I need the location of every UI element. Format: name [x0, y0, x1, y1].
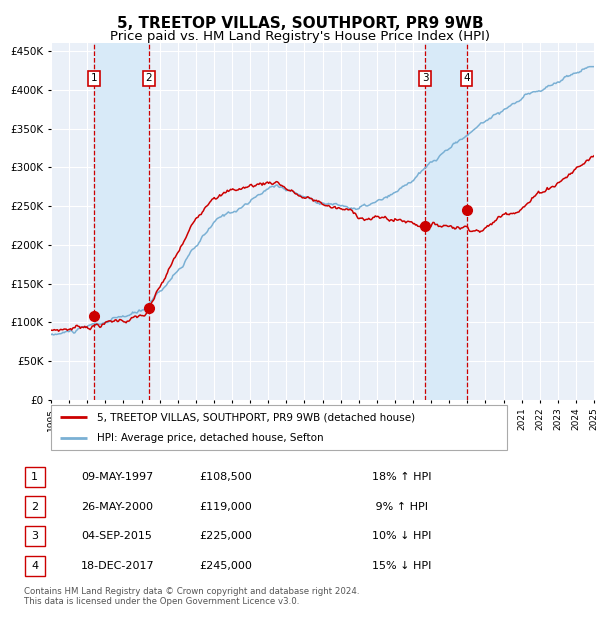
- Text: £119,000: £119,000: [199, 502, 252, 512]
- Text: £108,500: £108,500: [199, 472, 252, 482]
- Text: 3: 3: [422, 73, 428, 83]
- Text: 18-DEC-2017: 18-DEC-2017: [81, 561, 155, 571]
- FancyBboxPatch shape: [25, 497, 44, 516]
- Text: 09-MAY-1997: 09-MAY-1997: [81, 472, 153, 482]
- Text: 5, TREETOP VILLAS, SOUTHPORT, PR9 9WB (detached house): 5, TREETOP VILLAS, SOUTHPORT, PR9 9WB (d…: [97, 412, 415, 422]
- Text: £225,000: £225,000: [199, 531, 252, 541]
- Text: 3: 3: [31, 531, 38, 541]
- Text: 4: 4: [463, 73, 470, 83]
- Bar: [425, 43, 467, 400]
- Text: 04-SEP-2015: 04-SEP-2015: [81, 531, 152, 541]
- FancyBboxPatch shape: [25, 526, 44, 546]
- Text: 18% ↑ HPI: 18% ↑ HPI: [372, 472, 431, 482]
- Text: 15% ↓ HPI: 15% ↓ HPI: [372, 561, 431, 571]
- Text: 2: 2: [145, 73, 152, 83]
- Text: £245,000: £245,000: [199, 561, 252, 571]
- Text: 26-MAY-2000: 26-MAY-2000: [81, 502, 153, 512]
- Bar: [94, 43, 149, 400]
- Text: 4: 4: [31, 561, 38, 571]
- Text: 1: 1: [31, 472, 38, 482]
- FancyBboxPatch shape: [25, 556, 44, 576]
- Text: 5, TREETOP VILLAS, SOUTHPORT, PR9 9WB: 5, TREETOP VILLAS, SOUTHPORT, PR9 9WB: [116, 16, 484, 30]
- Text: 9% ↑ HPI: 9% ↑ HPI: [372, 502, 428, 512]
- FancyBboxPatch shape: [25, 467, 44, 487]
- Text: 2: 2: [31, 502, 38, 512]
- Text: HPI: Average price, detached house, Sefton: HPI: Average price, detached house, Seft…: [97, 433, 323, 443]
- Text: 1: 1: [91, 73, 97, 83]
- Text: 10% ↓ HPI: 10% ↓ HPI: [372, 531, 431, 541]
- FancyBboxPatch shape: [51, 405, 507, 450]
- Text: Price paid vs. HM Land Registry's House Price Index (HPI): Price paid vs. HM Land Registry's House …: [110, 30, 490, 43]
- Text: Contains HM Land Registry data © Crown copyright and database right 2024.
This d: Contains HM Land Registry data © Crown c…: [24, 587, 359, 606]
